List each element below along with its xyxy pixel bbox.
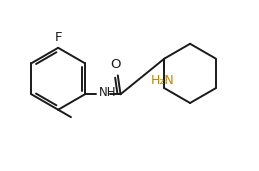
- Text: O: O: [110, 58, 121, 71]
- Text: F: F: [54, 31, 62, 44]
- Text: H₂N: H₂N: [151, 74, 175, 87]
- Text: NH: NH: [98, 86, 116, 99]
